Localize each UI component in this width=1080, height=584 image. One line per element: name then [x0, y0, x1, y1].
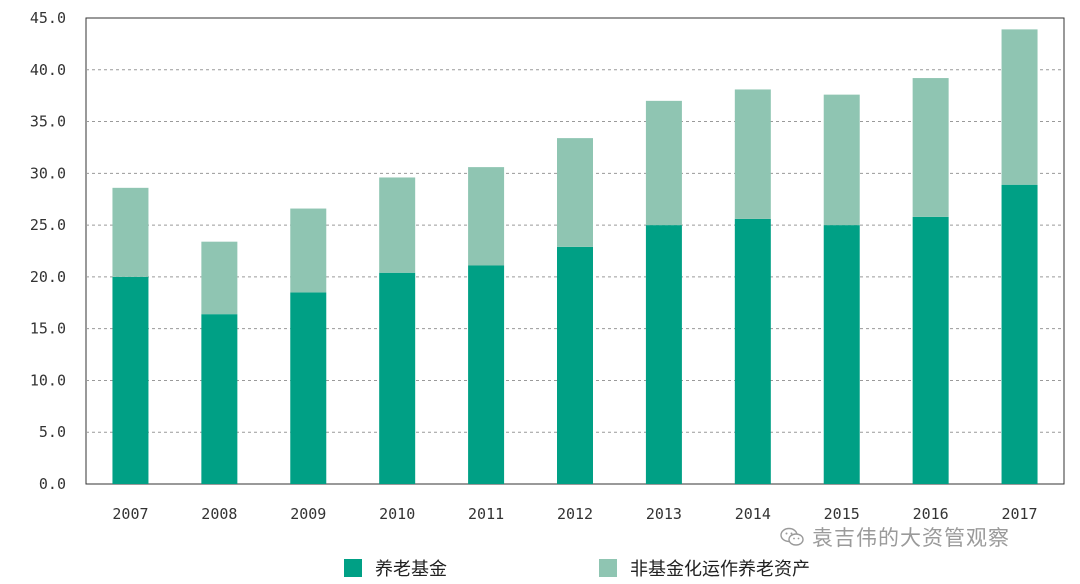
bars: [112, 29, 1038, 485]
legend: 养老基金 非基金化运作养老资产: [344, 559, 810, 580]
x-tick-label: 2009: [290, 505, 326, 523]
bar-segment-pension-fund: [112, 276, 149, 484]
bar-segment-pension-fund: [468, 265, 505, 484]
x-tick-label: 2014: [735, 505, 771, 523]
x-tick-label: 2007: [112, 505, 148, 523]
y-tick-label: 25.0: [30, 216, 66, 234]
bar-segment-pension-fund: [201, 314, 238, 484]
bar-segment-pension-fund: [912, 216, 949, 484]
bar-segment-non-fund-pension-assets: [645, 100, 682, 226]
bar-segment-non-fund-pension-assets: [290, 208, 327, 293]
y-tick-label: 20.0: [30, 268, 66, 286]
x-tick-label: 2012: [557, 505, 593, 523]
y-axis-ticks: 0.0 5.0 10.0 15.0 20.0 25.0 30.0 35.0 40.0 45.0: [30, 9, 66, 493]
legend-swatch: [599, 559, 617, 577]
x-tick-label: 2008: [201, 505, 237, 523]
bar-segment-pension-fund: [645, 225, 682, 484]
bar-segment-non-fund-pension-assets: [557, 138, 593, 247]
wechat-icon: [780, 527, 804, 546]
y-tick-label: 40.0: [30, 61, 66, 79]
y-tick-label: 45.0: [30, 9, 66, 27]
y-tick-label: 10.0: [30, 371, 66, 389]
bar-segment-pension-fund: [823, 225, 860, 484]
legend-label: 养老基金: [375, 559, 447, 580]
x-tick-label: 2017: [1001, 505, 1037, 523]
bar-segment-pension-fund: [379, 272, 416, 484]
bar-segment-non-fund-pension-assets: [468, 167, 505, 266]
y-tick-label: 35.0: [30, 113, 66, 131]
x-tick-label: 2016: [913, 505, 949, 523]
legend-swatch: [344, 559, 362, 577]
bar-segment-non-fund-pension-assets: [1001, 29, 1038, 185]
watermark: 袁吉伟的大资管观察: [780, 522, 1010, 552]
legend-label: 非基金化运作养老资产: [630, 559, 810, 580]
bar-segment-non-fund-pension-assets: [823, 94, 860, 226]
y-tick-label: 5.0: [39, 423, 66, 441]
bar-segment-non-fund-pension-assets: [201, 241, 238, 315]
bar-segment-pension-fund: [290, 292, 327, 484]
bar-segment-pension-fund: [557, 246, 593, 484]
bar-segment-pension-fund: [1001, 184, 1038, 485]
bar-segment-non-fund-pension-assets: [112, 187, 149, 277]
watermark-text: 袁吉伟的大资管观察: [812, 526, 1010, 550]
y-tick-label: 30.0: [30, 164, 66, 182]
y-tick-label: 0.0: [39, 475, 66, 493]
y-tick-label: 15.0: [30, 320, 66, 338]
bar-segment-non-fund-pension-assets: [912, 78, 949, 217]
bar-segment-non-fund-pension-assets: [734, 89, 771, 219]
bar-segment-non-fund-pension-assets: [379, 177, 416, 273]
x-tick-label: 2010: [379, 505, 415, 523]
bar-segment-pension-fund: [734, 218, 771, 485]
x-tick-label: 2015: [824, 505, 860, 523]
x-tick-label: 2011: [468, 505, 504, 523]
x-axis-ticks: 2007 2008 2009 2010 2011 2012 2013 2014 2015 2016…: [112, 505, 1037, 523]
x-tick-label: 2013: [646, 505, 682, 523]
